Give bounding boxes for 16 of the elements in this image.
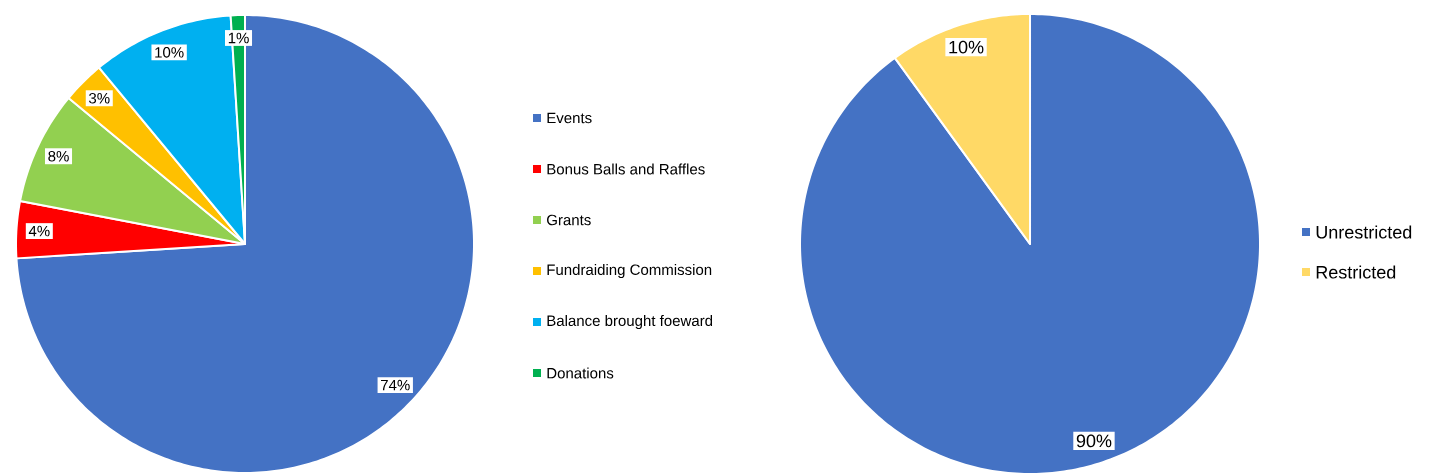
data-label: 10% (155, 47, 184, 58)
legend-label: Fundraiding Commission (547, 264, 712, 278)
legend-label: Unrestricted (1316, 225, 1412, 239)
data-label: 90% (1076, 434, 1112, 448)
legend-label: Restricted (1316, 265, 1396, 279)
legend-label: Donations (547, 367, 614, 379)
legend-label: Balance brought foeward (547, 315, 713, 329)
data-label: 1% (228, 32, 249, 44)
data-label: 4% (28, 225, 50, 237)
legend-label: Grants (547, 214, 591, 226)
legend-label: Bonus Balls and Raffles (547, 163, 705, 175)
legend-label: Events (547, 112, 592, 124)
data-label: 74% (381, 379, 410, 391)
data-label: 10% (949, 40, 984, 54)
data-label: 3% (88, 92, 110, 104)
data-label: 8% (48, 150, 69, 162)
